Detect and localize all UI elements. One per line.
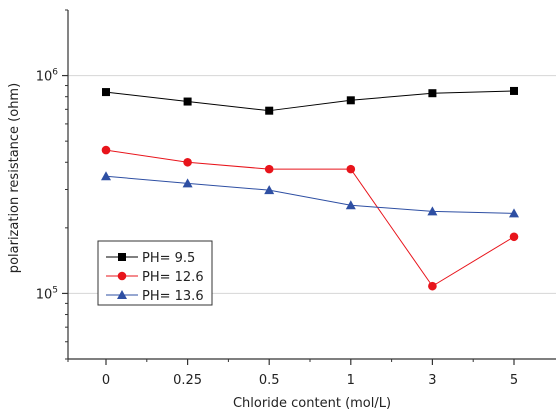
x-tick-label: 3 xyxy=(428,373,436,388)
x-tick-label: 5 xyxy=(510,373,518,388)
data-point xyxy=(182,178,193,188)
series-layer xyxy=(101,86,519,291)
legend-layer: PH= 9.5 PH= 12.6 PH= 13.6 xyxy=(97,240,213,306)
data-point xyxy=(346,164,356,174)
data-point xyxy=(428,89,437,98)
data-point xyxy=(102,88,110,97)
data-point xyxy=(509,208,519,218)
series-line xyxy=(105,175,515,214)
data-point xyxy=(428,281,437,291)
data-point xyxy=(264,185,275,195)
legend-label: PH= 9.5 xyxy=(142,251,195,266)
series-1 xyxy=(102,86,518,115)
legend-marker xyxy=(117,271,127,281)
series-line xyxy=(105,90,515,112)
data-point xyxy=(101,171,111,181)
data-point xyxy=(345,200,356,210)
series-3 xyxy=(101,171,519,218)
legend-box xyxy=(97,240,213,306)
axis-layer: 105 106 0 0.25 0.5 1 3 5 xyxy=(36,9,556,388)
data-point xyxy=(427,206,438,216)
data-point xyxy=(101,145,111,155)
x-axis-label: Chloride content (mol/L) xyxy=(233,396,391,411)
x-tick-label: 0.5 xyxy=(259,373,280,388)
series-line xyxy=(105,149,515,287)
y-tick-label: 106 xyxy=(36,68,59,85)
x-tick-label: 1 xyxy=(347,373,355,388)
data-point xyxy=(183,97,192,106)
data-point xyxy=(264,164,274,174)
series-2 xyxy=(101,145,519,291)
data-point xyxy=(346,96,355,105)
x-tick-label: 0.25 xyxy=(173,373,202,388)
y-tick-label: 105 xyxy=(36,285,58,302)
x-tick-label: 0 xyxy=(102,373,110,388)
data-point xyxy=(509,232,519,242)
legend-marker xyxy=(118,253,126,261)
data-point xyxy=(183,157,192,167)
legend-label: PH= 12.6 xyxy=(142,270,204,285)
data-point xyxy=(510,86,518,95)
legend-marker xyxy=(117,290,127,299)
y-axis-label: polarization resistance (ohm) xyxy=(7,83,22,273)
legend-label: PH= 13.6 xyxy=(142,289,204,304)
data-point xyxy=(265,106,274,115)
